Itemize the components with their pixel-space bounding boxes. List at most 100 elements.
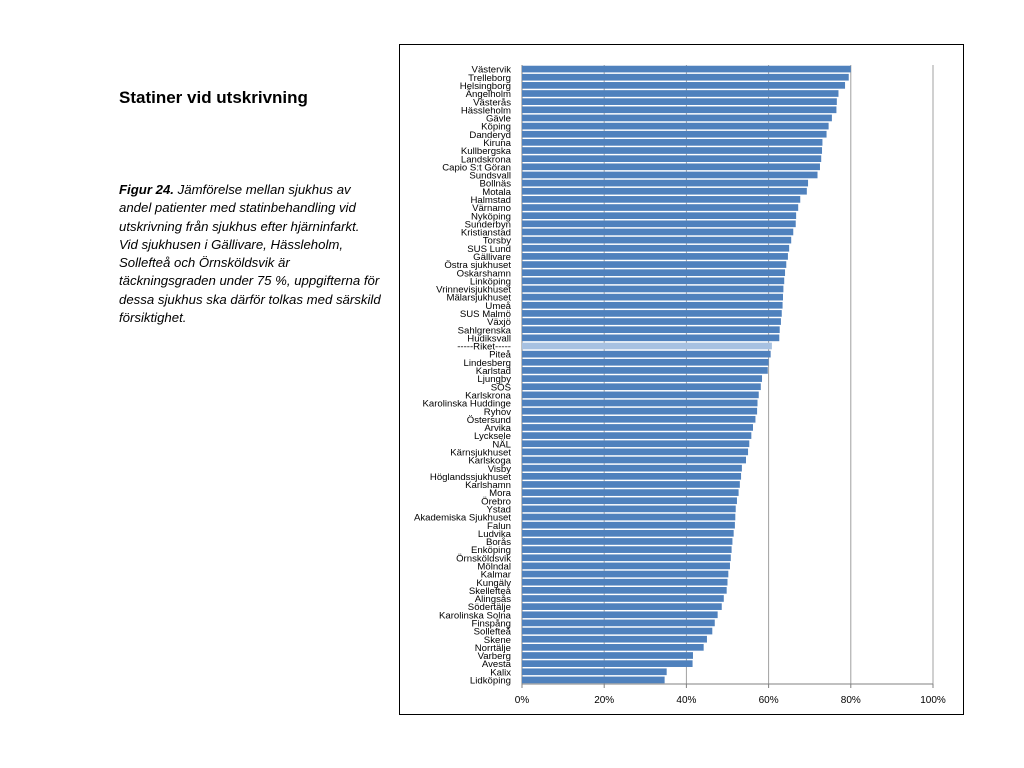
bar	[522, 505, 736, 513]
bar	[522, 65, 851, 73]
bar	[522, 481, 740, 488]
bar	[522, 627, 713, 635]
bar	[522, 652, 693, 659]
figure-caption: Figur 24. Jämförelse mellan sjukhus av a…	[119, 181, 381, 327]
bar	[522, 472, 742, 480]
bar	[522, 554, 731, 562]
bar	[522, 424, 753, 431]
x-tick-label: 60%	[759, 695, 779, 706]
bar	[522, 415, 756, 423]
category-label: Arvika	[484, 423, 511, 434]
x-tick-label: 100%	[920, 695, 946, 706]
category-label: Sunderbyn	[465, 219, 511, 230]
category-label: Ludvika	[478, 529, 512, 540]
category-label: Västerås	[473, 97, 511, 108]
bar	[522, 130, 827, 138]
bar	[522, 407, 758, 415]
category-label: Kalmar	[481, 570, 512, 581]
category-label: Karlskrona	[465, 390, 512, 401]
category-label: Örnsköldsvik	[456, 553, 511, 564]
category-label: Karlstad	[476, 366, 511, 377]
category-label: Norrtälje	[475, 643, 511, 654]
bar	[522, 586, 727, 594]
category-label: Kullbergska	[461, 146, 512, 157]
bar	[522, 448, 749, 456]
category-label: Karlskoga	[468, 456, 511, 467]
bar	[522, 244, 790, 252]
bar	[522, 358, 769, 366]
category-label: Ljungby	[477, 374, 511, 385]
category-label: Örebro	[481, 496, 511, 507]
bar	[522, 228, 794, 236]
category-label: Bollnäs	[480, 179, 512, 190]
category-label: Västervik	[472, 65, 512, 76]
bar	[522, 668, 667, 676]
x-tick-label: 0%	[515, 695, 530, 706]
category-label: Köping	[481, 122, 511, 133]
category-label: Halmstad	[470, 195, 511, 206]
bar	[522, 676, 665, 684]
bar	[522, 432, 752, 439]
bar	[522, 383, 761, 391]
bar	[522, 310, 782, 317]
bar	[522, 318, 781, 325]
category-label: Södertälje	[468, 602, 511, 613]
bar	[522, 98, 837, 105]
x-tick-label: 20%	[594, 695, 614, 706]
category-label: Danderyd	[469, 130, 511, 141]
category-label: Visby	[488, 464, 511, 475]
category-label: NÄL	[492, 439, 511, 450]
category-label: Falun	[487, 521, 511, 532]
bar	[522, 464, 742, 472]
figure-description: Jämförelse mellan sjukhus av andel patie…	[119, 182, 381, 326]
bar	[522, 155, 822, 163]
bar	[522, 570, 729, 578]
bar	[522, 489, 739, 496]
bar	[522, 163, 820, 171]
bar	[522, 529, 734, 537]
category-label: Enköping	[471, 545, 511, 556]
category-label: Lindesberg	[464, 358, 511, 369]
category-label: Skellefteå	[469, 586, 512, 597]
bar	[522, 73, 849, 81]
category-label: Gällivare	[473, 252, 511, 263]
bar	[522, 204, 799, 211]
category-label: Kiruna	[483, 138, 511, 149]
bar	[522, 90, 839, 97]
category-label: Östra sjukhuset	[444, 260, 511, 271]
bar	[522, 538, 733, 545]
x-tick-label: 40%	[676, 695, 696, 706]
bar	[522, 375, 763, 382]
category-label: Helsingborg	[460, 81, 511, 92]
category-labels: VästervikTrelleborgHelsingborgÄngelholmV…	[414, 65, 512, 687]
category-label: SUS Lund	[467, 244, 511, 255]
bar	[522, 399, 758, 407]
bar	[522, 334, 780, 342]
category-label: Varberg	[478, 651, 511, 662]
bar	[522, 220, 796, 228]
chart-frame: Västervik Trelleborg Helsingborg Ängelholm V…	[399, 44, 964, 715]
category-label: Växjö	[487, 317, 511, 328]
x-tick-labels: 0% 20% 40% 60% 80% 100%	[515, 695, 946, 706]
bar	[522, 82, 846, 89]
bar	[522, 595, 724, 602]
bar	[522, 196, 801, 203]
category-label: Borås	[486, 537, 511, 548]
bar	[522, 611, 718, 619]
category-label: Ystad	[486, 504, 511, 515]
category-label: Vrinnevisjukhuset	[436, 285, 511, 296]
bar	[522, 269, 786, 277]
category-label: Kärnsjukhuset	[450, 447, 511, 458]
category-label: Oskarshamn	[457, 268, 511, 279]
category-label: Kungälv	[476, 578, 511, 589]
bar	[522, 253, 788, 260]
bar	[522, 293, 783, 301]
bar	[522, 179, 809, 187]
bar	[522, 456, 746, 464]
category-label: Piteå	[489, 350, 512, 361]
bar	[522, 391, 759, 399]
bar	[522, 187, 807, 195]
bar	[522, 114, 832, 122]
category-label: Höglandssjukhuset	[430, 472, 511, 483]
bar	[522, 285, 784, 293]
